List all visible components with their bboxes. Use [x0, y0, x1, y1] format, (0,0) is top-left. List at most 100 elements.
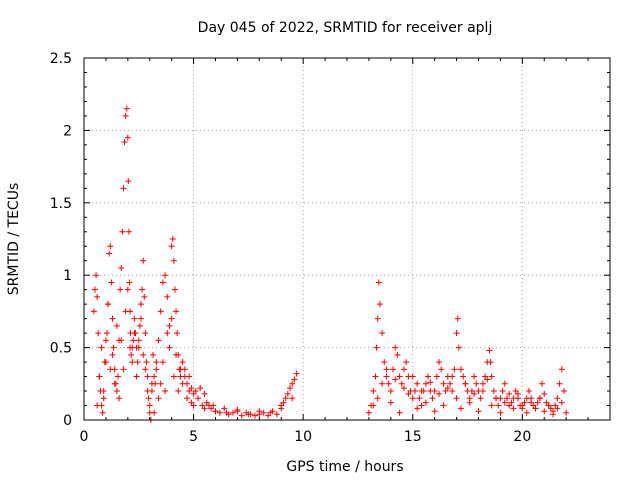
data-point	[131, 315, 138, 322]
data-point	[455, 344, 462, 351]
data-point	[493, 395, 500, 402]
data-point	[102, 359, 109, 366]
data-point	[454, 315, 461, 322]
data-point	[475, 408, 482, 415]
data-point	[400, 366, 407, 373]
data-point	[175, 388, 182, 395]
data-point	[411, 388, 418, 395]
data-point	[136, 322, 143, 329]
data-point	[126, 279, 133, 286]
data-point	[409, 373, 416, 380]
data-point	[110, 344, 117, 351]
data-point	[499, 388, 506, 395]
data-point	[223, 409, 230, 416]
data-point	[102, 337, 109, 344]
data-point	[479, 388, 486, 395]
data-point	[416, 395, 423, 402]
data-point	[100, 395, 107, 402]
data-point	[251, 412, 258, 419]
data-point	[166, 322, 173, 329]
data-point	[398, 380, 405, 387]
data-point	[256, 408, 263, 415]
data-point	[490, 388, 497, 395]
data-point	[556, 380, 563, 387]
data-point	[104, 330, 111, 337]
data-point	[155, 337, 162, 344]
data-point	[503, 395, 510, 402]
data-point	[146, 402, 153, 409]
data-point	[137, 315, 144, 322]
data-point	[431, 408, 438, 415]
data-point	[427, 379, 434, 386]
data-point	[143, 359, 150, 366]
grid-lines	[84, 58, 610, 420]
chart-title: Day 045 of 2022, SRMTID for receiver apl…	[198, 20, 493, 36]
data-point	[190, 402, 197, 409]
data-point	[159, 279, 166, 286]
data-point	[486, 347, 493, 354]
data-point	[278, 402, 285, 409]
data-point	[150, 351, 157, 358]
data-point	[107, 243, 114, 250]
data-point	[488, 373, 495, 380]
data-points	[90, 105, 570, 423]
plot-frame	[83, 57, 611, 421]
data-point	[157, 380, 164, 387]
data-point	[457, 405, 464, 412]
data-point	[124, 134, 131, 141]
data-point	[96, 373, 103, 380]
x-axis-label: GPS time / hours	[286, 459, 403, 475]
data-point	[267, 409, 274, 416]
data-point	[94, 402, 101, 409]
data-point	[212, 408, 219, 415]
data-point	[109, 315, 116, 322]
data-point	[396, 409, 403, 416]
data-point	[260, 409, 267, 416]
data-point	[171, 286, 178, 293]
data-point	[238, 412, 245, 419]
data-point	[141, 293, 148, 300]
data-point	[197, 385, 204, 392]
data-point	[558, 366, 565, 373]
data-point	[184, 395, 191, 402]
data-point	[105, 301, 112, 308]
data-point	[506, 390, 513, 397]
data-point	[403, 359, 410, 366]
data-point	[90, 308, 97, 315]
data-point	[387, 399, 394, 406]
data-point	[284, 390, 291, 397]
data-point	[151, 409, 158, 416]
data-point	[145, 395, 152, 402]
data-point	[128, 351, 135, 358]
data-point	[113, 388, 120, 395]
data-point	[440, 380, 447, 387]
data-point	[460, 373, 467, 380]
data-point	[418, 388, 425, 395]
data-point	[113, 322, 120, 329]
y-tick-label: 2.5	[50, 51, 72, 67]
data-point	[179, 359, 186, 366]
data-point	[539, 380, 546, 387]
data-point	[433, 373, 440, 380]
data-point	[134, 359, 141, 366]
data-point	[120, 185, 127, 192]
data-point	[118, 264, 125, 271]
data-point	[383, 373, 390, 380]
data-point	[168, 243, 175, 250]
data-point	[148, 380, 155, 387]
data-point	[528, 399, 535, 406]
y-tick-label: 1	[63, 268, 72, 284]
data-point	[99, 409, 106, 416]
data-point	[373, 344, 380, 351]
data-point	[95, 330, 102, 337]
data-point	[170, 373, 177, 380]
data-point	[181, 373, 188, 380]
data-point	[554, 395, 561, 402]
data-point	[164, 293, 171, 300]
data-point	[545, 402, 552, 409]
data-point	[287, 385, 294, 392]
data-point	[170, 257, 177, 264]
data-point	[91, 286, 98, 293]
data-point	[131, 330, 138, 337]
